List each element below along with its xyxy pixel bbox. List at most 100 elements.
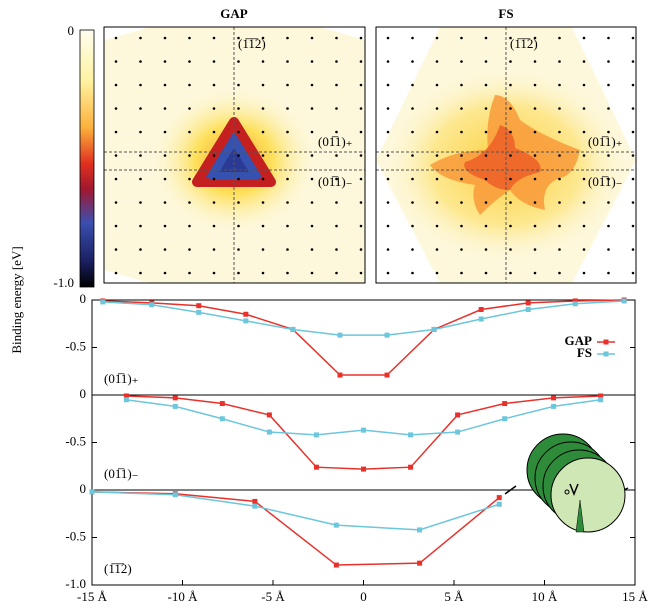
- lattice-dot: [558, 271, 561, 275]
- lattice-dot: [411, 130, 414, 134]
- point: [431, 326, 437, 332]
- map-frame: [375, 26, 637, 284]
- point: [313, 432, 319, 438]
- lattice-dot: [212, 201, 216, 204]
- lattice-dot: [114, 224, 118, 228]
- lattice-dot: [286, 224, 289, 228]
- lattice-dot: [533, 224, 537, 228]
- lattice-dot: [607, 107, 610, 110]
- lattice-dot: [286, 107, 289, 110]
- lattice-dot: [411, 83, 414, 87]
- lattice-dot: [237, 36, 240, 40]
- series-line: [91, 491, 500, 531]
- point: [290, 326, 296, 332]
- lattice-dot: [533, 107, 537, 110]
- lattice-dot: [509, 60, 512, 63]
- lattice-dot: [237, 154, 240, 157]
- lattice-dot: [163, 201, 167, 204]
- lattice-dot: [139, 83, 142, 87]
- series-line: [102, 299, 625, 376]
- y-tick-label: -0.5: [65, 338, 86, 353]
- lattice-dot: [484, 154, 488, 157]
- lattice-dot: [607, 130, 610, 134]
- map-label: (01̅1)₊: [318, 134, 353, 149]
- lattice-dot: [139, 177, 142, 181]
- lattice-dot: [460, 83, 463, 87]
- map-label: (01̅1)₋: [318, 174, 353, 189]
- lattice-dot: [359, 83, 363, 87]
- point: [252, 498, 258, 504]
- lattice-dot: [286, 36, 289, 40]
- lattice-dot: [359, 36, 363, 40]
- lattice-dot: [139, 224, 142, 228]
- lattice-dot: [286, 130, 289, 134]
- lattice-dot: [114, 130, 118, 134]
- lattice-dot: [237, 60, 240, 63]
- fs-map: [376, 27, 636, 283]
- lattice-dot: [335, 154, 338, 157]
- lattice-dot: [237, 248, 240, 251]
- lattice-dot: [631, 154, 635, 157]
- lattice-dot: [335, 36, 338, 40]
- lattice-dot: [582, 83, 586, 87]
- lattice-dot: [582, 154, 586, 157]
- lattice-dot: [310, 83, 314, 87]
- lattice-dot: [212, 83, 216, 87]
- lattice-dot: [261, 60, 265, 63]
- point: [172, 403, 178, 409]
- lattice-dot: [435, 248, 439, 251]
- panel-label: (01̅1)₋: [104, 466, 139, 481]
- lattice-dot: [558, 130, 561, 134]
- lattice-dot: [582, 130, 586, 134]
- lattice-dot: [558, 248, 561, 251]
- point: [100, 299, 106, 305]
- lattice-dot: [509, 224, 512, 228]
- lattice-dot: [286, 271, 289, 275]
- lattice-dot: [460, 154, 463, 157]
- lattice-dot: [188, 83, 191, 87]
- lattice-dot: [607, 60, 610, 63]
- series-line: [102, 300, 625, 336]
- lattice-dot: [114, 60, 118, 63]
- lattice-dot: [386, 130, 390, 134]
- lattice-dot: [607, 224, 610, 228]
- lattice-dot: [631, 201, 635, 204]
- colorbar-tick-label: 0: [68, 23, 75, 38]
- lattice-dot: [359, 271, 363, 275]
- point: [572, 298, 578, 304]
- point: [417, 527, 423, 533]
- lattice-dot: [359, 60, 363, 63]
- lattice-dot: [310, 154, 314, 157]
- lattice-dot: [386, 248, 390, 251]
- lattice-dot: [607, 271, 610, 275]
- point: [621, 298, 627, 304]
- y-tick-label: -1.0: [65, 576, 86, 591]
- lattice-dot: [163, 36, 167, 40]
- lattice-dot: [460, 271, 463, 275]
- point: [551, 403, 557, 409]
- lattice-dot: [582, 271, 586, 275]
- point: [496, 501, 502, 507]
- lattice-dot: [286, 83, 289, 87]
- lattice-dot: [139, 271, 142, 275]
- lattice-dot: [139, 36, 142, 40]
- lattice-dot: [261, 107, 265, 110]
- lattice-dot: [435, 107, 439, 110]
- point: [196, 303, 202, 309]
- lattice-dot: [212, 177, 216, 181]
- lattice-dot: [460, 130, 463, 134]
- point: [502, 416, 508, 422]
- lattice-dot: [484, 224, 488, 228]
- lattice-dot: [163, 60, 167, 63]
- legend-label: FS: [577, 345, 592, 360]
- point: [243, 311, 249, 317]
- lattice-dot: [335, 224, 338, 228]
- lattice-dot: [435, 154, 439, 157]
- lattice-dot: [607, 248, 610, 251]
- colorbar: [79, 29, 95, 288]
- map-label: (1̅1̅2): [238, 36, 266, 51]
- point: [252, 503, 258, 509]
- lattice-dot: [261, 36, 265, 40]
- lattice-dot: [533, 248, 537, 251]
- lattice-dot: [386, 224, 390, 228]
